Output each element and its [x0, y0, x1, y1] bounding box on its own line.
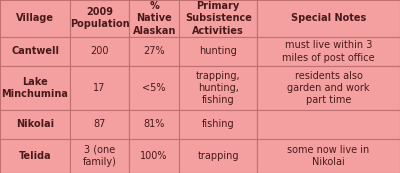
Text: 200: 200 [90, 46, 109, 56]
Text: Special Notes: Special Notes [291, 13, 366, 23]
Text: Cantwell: Cantwell [11, 46, 59, 56]
Text: some now live in
Nikolai: some now live in Nikolai [288, 145, 370, 167]
Bar [0, 66, 70, 110]
Bar [0, 139, 70, 173]
Bar [129, 139, 179, 173]
Bar [179, 37, 257, 66]
Bar [70, 139, 129, 173]
Text: Lake
Minchumina: Lake Minchumina [2, 77, 68, 99]
Bar [129, 66, 179, 110]
Bar [257, 110, 400, 139]
Text: fishing: fishing [202, 120, 234, 129]
Bar [257, 0, 400, 37]
Text: Primary
Subsistence
Activities: Primary Subsistence Activities [185, 1, 252, 36]
Text: Telida: Telida [19, 151, 51, 161]
Text: 100%: 100% [140, 151, 168, 161]
Bar [0, 37, 70, 66]
Bar [129, 110, 179, 139]
Text: trapping: trapping [198, 151, 239, 161]
Text: residents also
garden and work
part time: residents also garden and work part time [287, 71, 370, 105]
Bar [257, 37, 400, 66]
Text: Village: Village [16, 13, 54, 23]
Text: 81%: 81% [144, 120, 165, 129]
Bar [70, 110, 129, 139]
Bar [0, 0, 70, 37]
Text: hunting: hunting [199, 46, 237, 56]
Bar [70, 66, 129, 110]
Bar [70, 37, 129, 66]
Bar [257, 66, 400, 110]
Bar [179, 66, 257, 110]
Text: <5%: <5% [142, 83, 166, 93]
Text: must live within 3
miles of post office: must live within 3 miles of post office [282, 40, 375, 63]
Bar [0, 110, 70, 139]
Bar [70, 0, 129, 37]
Bar [179, 139, 257, 173]
Text: 3 (one
family): 3 (one family) [83, 145, 116, 167]
Text: Nikolai: Nikolai [16, 120, 54, 129]
Bar [257, 139, 400, 173]
Bar [129, 37, 179, 66]
Text: 27%: 27% [143, 46, 165, 56]
Bar [129, 0, 179, 37]
Text: 2009
Population: 2009 Population [70, 7, 130, 29]
Text: trapping,
hunting,
fishing: trapping, hunting, fishing [196, 71, 240, 105]
Text: %
Native
Alaskan: % Native Alaskan [132, 1, 176, 36]
Bar [179, 110, 257, 139]
Text: 17: 17 [94, 83, 106, 93]
Bar [179, 0, 257, 37]
Text: 87: 87 [94, 120, 106, 129]
